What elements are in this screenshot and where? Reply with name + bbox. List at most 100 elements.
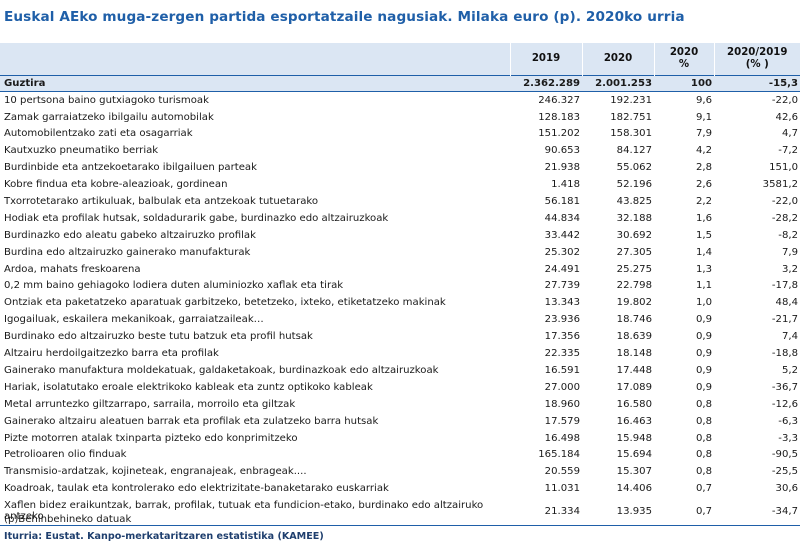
row-pct: 1,3: [695, 263, 712, 275]
row-2019: 13.343: [544, 297, 580, 309]
row-change: 5,2: [781, 364, 798, 376]
header-2020-pct: 2020%: [653, 43, 714, 76]
row-pct: 0,8: [695, 449, 712, 461]
row-change: -12,6: [771, 398, 798, 410]
row-label: Transmisio-ardatzak, kojineteak, engrana…: [4, 466, 307, 478]
row-pct: 9,1: [695, 111, 712, 123]
table-row: Automobilentzako zati eta osagarriak 151.…: [0, 126, 800, 143]
row-2019: 90.653: [544, 145, 580, 157]
row-label: Kautxuzko pneumatiko berriak: [4, 145, 159, 157]
table-row: Ontziak eta paketatzeko aparatuak garbit…: [0, 295, 800, 312]
row-change: -22,0: [771, 94, 798, 106]
row-2019: 16.591: [544, 364, 580, 376]
row-label: Ardoa, mahats freskoarena: [4, 263, 141, 275]
table-row: Burdinbide eta antzekoetarako ibilgailue…: [0, 160, 800, 177]
row-2019: 24.491: [544, 263, 580, 275]
table-header-row: 2019 2020 2020% 2020/2019 (% ): [0, 43, 800, 76]
header-change: 2020/2019 (% ): [713, 43, 800, 76]
table-row: Igogailuak, eskailera mekanikoak, garrai…: [0, 312, 800, 329]
row-2019: 22.335: [544, 348, 580, 360]
row-2020: 182.751: [610, 111, 652, 123]
row-change: -36,7: [771, 381, 798, 393]
header-2020: 2020: [581, 43, 654, 76]
row-2019: 56.181: [544, 196, 580, 208]
row-label: 10 pertsona baino gutxiagoko turismoak: [4, 94, 209, 106]
row-2019: 25.302: [544, 246, 580, 258]
row-2020: 15.694: [616, 449, 652, 461]
row-2020: 15.948: [616, 432, 652, 444]
table-row: Kobre findua eta kobre-aleazioak, gordin…: [0, 176, 800, 193]
total-change: -15,3: [714, 75, 800, 92]
row-label: Burdina edo altzairuzko gainerako manufa…: [4, 246, 251, 258]
row-2019: 27.000: [544, 381, 580, 393]
row-2020: 158.301: [610, 128, 652, 140]
table-row: Hodiak eta profilak hutsak, soldadurarik…: [0, 210, 800, 227]
table-row: Zamak garraiatzeko ibilgailu automobilak…: [0, 109, 800, 126]
row-2019: 16.498: [544, 432, 580, 444]
table-row: Ardoa, mahats freskoarena 24.491 25.275 1,3…: [0, 261, 800, 278]
row-2020: 18.746: [616, 314, 652, 326]
row-2020: 17.448: [616, 364, 652, 376]
row-change: 151,0: [769, 162, 798, 174]
table-row: Pizte motorren atalak txinparta pizteko …: [0, 430, 800, 447]
row-2020: 43.825: [616, 196, 652, 208]
row-label: Petrolioaren olio finduak: [4, 449, 127, 461]
row-2020: 16.463: [616, 415, 652, 427]
row-2019: 21.938: [544, 162, 580, 174]
row-label: Xaflen bidez eraikuntzak, barrak, profil…: [0, 497, 510, 527]
table-row: 10 pertsona baino gutxiagoko turismoak 24…: [0, 92, 800, 109]
row-2019: 18.960: [544, 398, 580, 410]
row-pct: 0,8: [695, 466, 712, 478]
row-change: 3,2: [781, 263, 798, 275]
header-pct-line1: 2020: [669, 47, 699, 58]
row-2020: 30.692: [616, 229, 652, 241]
row-2019: 151.202: [538, 128, 580, 140]
row-2019: 23.936: [544, 314, 580, 326]
row-pct: 0,8: [695, 432, 712, 444]
row-label: Koadroak, taulak eta kontrolerako edo el…: [4, 483, 389, 495]
row-2019: 11.031: [544, 483, 580, 495]
row-label: Txorrotetarako artikuluak, balbulak eta …: [4, 196, 319, 208]
row-2020: 15.307: [616, 466, 652, 478]
row-2020: 25.275: [616, 263, 652, 275]
row-2020: 32.188: [616, 212, 652, 224]
footnote: (p)Behinbehineko datuak: [4, 514, 132, 525]
table-title: Euskal AEko muga-zergen partida esportat…: [4, 9, 685, 25]
row-label: Hariak, isolatutako eroale elektrikoko k…: [4, 381, 373, 393]
row-label: Zamak garraiatzeko ibilgailu automobilak: [4, 111, 214, 123]
row-label: Metal arruntezko giltzarrapo, sarraila, …: [4, 398, 296, 410]
table-row: 0,2 mm baino gehiagoko lodiera duten alu…: [0, 278, 800, 295]
row-pct: 1,0: [695, 297, 712, 309]
row-2020: 13.935: [582, 497, 654, 527]
row-2020: 18.639: [616, 331, 652, 343]
table-row: Burdina edo altzairuzko gainerako manufa…: [0, 244, 800, 261]
header-label: [0, 43, 511, 76]
row-pct: 0,9: [695, 364, 712, 376]
row-2019: 44.834: [544, 212, 580, 224]
row-2019: 1.418: [551, 179, 580, 191]
row-pct: 1,6: [695, 212, 712, 224]
table-row: Burdinazko edo aleatu gabeko altzairuzko…: [0, 227, 800, 244]
table-row: Petrolioaren olio finduak 165.184 15.694 0,…: [0, 447, 800, 464]
row-change: -18,8: [771, 348, 798, 360]
table-row: Kautxuzko pneumatiko berriak 90.653 84.127…: [0, 143, 800, 160]
row-pct: 0,7: [654, 497, 714, 527]
row-change: 4,7: [781, 128, 798, 140]
row-pct: 0,8: [695, 398, 712, 410]
total-2020: 2.001.253: [582, 75, 654, 92]
row-label: Altzairu herdoilgaitzezko barra eta prof…: [4, 348, 219, 360]
table-row: Metal arruntezko giltzarrapo, sarraila, …: [0, 396, 800, 413]
row-change: -90,5: [771, 449, 798, 461]
row-2019: 33.442: [544, 229, 580, 241]
row-change: -6,3: [778, 415, 798, 427]
row-change: -21,7: [771, 314, 798, 326]
total-pct: 100: [654, 75, 714, 92]
row-label: Pizte motorren atalak txinparta pizteko …: [4, 432, 298, 444]
row-label: Kobre findua eta kobre-aleazioak, gordin…: [4, 179, 228, 191]
row-change: 3581,2: [762, 179, 798, 191]
total-2019: 2.362.289: [510, 75, 582, 92]
row-pct: 0,9: [695, 348, 712, 360]
row-2019: 17.356: [544, 331, 580, 343]
row-2019: 20.559: [544, 466, 580, 478]
row-pct: 0,9: [695, 331, 712, 343]
